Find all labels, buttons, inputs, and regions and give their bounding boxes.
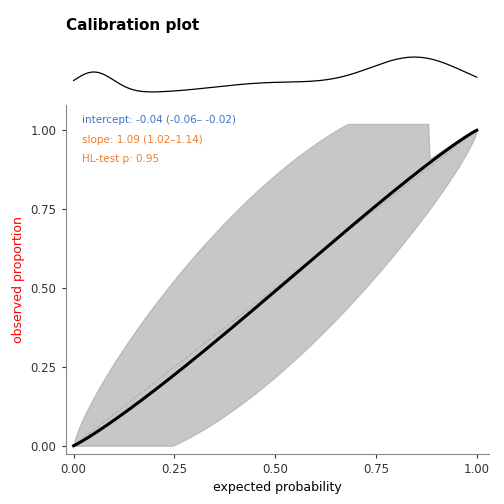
Text: intercept: -0.04 (-0.06– -0.02): intercept: -0.04 (-0.06– -0.02)	[83, 115, 236, 125]
X-axis label: expected probability: expected probability	[213, 481, 342, 494]
Text: HL-test p: 0.95: HL-test p: 0.95	[83, 154, 160, 164]
Y-axis label: observed proportion: observed proportion	[12, 216, 25, 343]
Text: slope: 1.09 (1.02–1.14): slope: 1.09 (1.02–1.14)	[83, 135, 203, 145]
Text: Calibration plot: Calibration plot	[66, 18, 199, 33]
